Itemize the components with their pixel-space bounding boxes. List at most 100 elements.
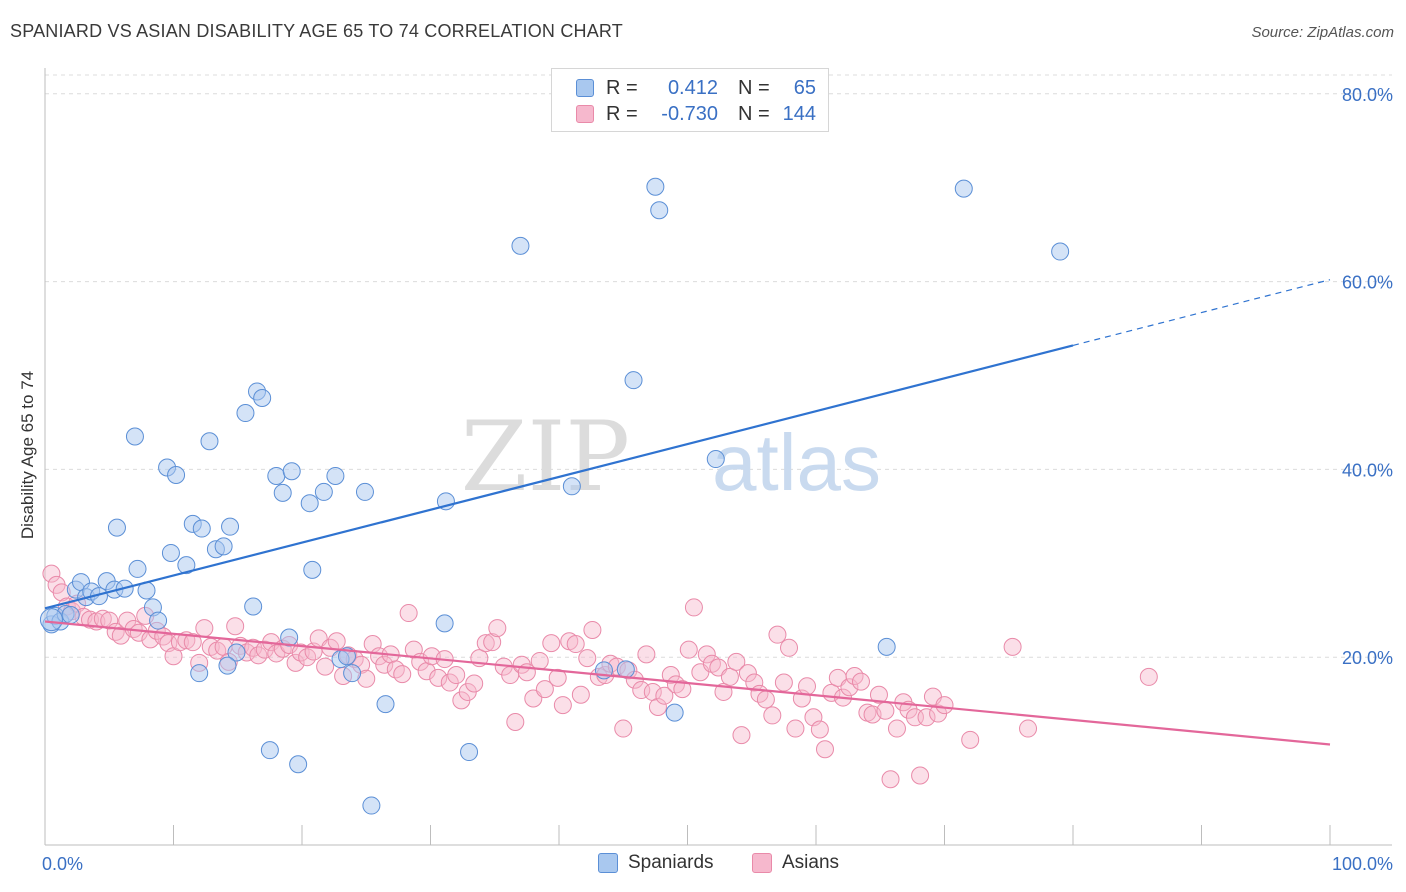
data-point-asians bbox=[465, 674, 484, 693]
grid-lines bbox=[45, 74, 1392, 658]
data-point-asians bbox=[614, 719, 633, 738]
data-point-asians bbox=[255, 640, 274, 659]
data-point-asians bbox=[911, 766, 930, 785]
data-point-asians bbox=[386, 660, 405, 679]
data-point-asians bbox=[727, 652, 746, 671]
data-point-asians bbox=[869, 685, 888, 704]
data-point-asians bbox=[399, 604, 418, 623]
data-point-spaniards bbox=[646, 177, 665, 196]
data-point-spaniards bbox=[326, 466, 345, 485]
data-point-spaniards bbox=[706, 450, 725, 469]
legend-row-asians: R = -0.730 N = 144 bbox=[576, 103, 816, 125]
data-point-spaniards bbox=[167, 466, 186, 485]
data-point-asians bbox=[226, 617, 245, 636]
data-point-asians bbox=[673, 680, 692, 699]
data-point-asians bbox=[42, 564, 61, 583]
axes bbox=[44, 68, 1392, 846]
data-point-spaniards bbox=[314, 482, 333, 501]
legend-r-label: R = bbox=[606, 102, 638, 125]
data-point-spaniards bbox=[362, 796, 381, 815]
data-point-asians bbox=[327, 632, 346, 651]
data-point-spaniards bbox=[616, 660, 635, 679]
data-point-asians bbox=[535, 680, 554, 699]
data-point-spaniards bbox=[273, 483, 292, 502]
data-point-asians bbox=[578, 649, 597, 668]
data-point-asians bbox=[1003, 637, 1022, 656]
data-point-asians bbox=[768, 625, 787, 644]
data-point-spaniards bbox=[267, 466, 286, 485]
data-point-spaniards bbox=[200, 432, 219, 451]
data-point-asians bbox=[183, 633, 202, 652]
data-point-asians bbox=[548, 668, 567, 687]
stats-legend: R = 0.412 N = 65 R = -0.730 N = 144 bbox=[551, 68, 829, 132]
data-point-asians bbox=[917, 708, 936, 727]
data-point-spaniards bbox=[190, 664, 209, 683]
data-point-asians bbox=[697, 645, 716, 664]
y-tick-label: 60.0% bbox=[1342, 273, 1393, 293]
data-point-asians bbox=[542, 634, 561, 653]
watermark-atlas: atlas bbox=[712, 418, 881, 507]
data-point-asians bbox=[129, 623, 148, 642]
data-point-asians bbox=[798, 677, 817, 696]
y-tick-label: 20.0% bbox=[1342, 648, 1393, 668]
source-label: Source: ZipAtlas.com bbox=[1251, 24, 1394, 41]
data-point-asians bbox=[571, 685, 590, 704]
data-point-spaniards bbox=[161, 543, 180, 562]
data-point-spaniards bbox=[877, 637, 896, 656]
legend-item-asians[interactable]: Asians bbox=[752, 852, 839, 874]
data-point-spaniards bbox=[61, 605, 80, 624]
legend-swatch-spaniards bbox=[576, 79, 594, 97]
data-point-asians bbox=[506, 712, 525, 731]
data-point-asians bbox=[786, 719, 805, 738]
data-point-spaniards bbox=[303, 560, 322, 579]
data-point-asians bbox=[756, 690, 775, 709]
trend-line-asians bbox=[44, 620, 1331, 746]
data-point-asians bbox=[429, 668, 448, 687]
data-point-asians bbox=[632, 681, 651, 700]
y-tick-label: 80.0% bbox=[1342, 85, 1393, 105]
data-point-asians bbox=[100, 611, 119, 630]
data-point-asians bbox=[637, 645, 656, 664]
data-point-spaniards bbox=[1051, 242, 1070, 261]
data-point-asians bbox=[447, 666, 466, 685]
data-point-spaniards bbox=[227, 643, 246, 662]
y-tick-label: 40.0% bbox=[1342, 460, 1393, 480]
data-point-spaniards bbox=[282, 462, 301, 481]
data-point-asians bbox=[530, 651, 549, 670]
data-point-asians bbox=[738, 664, 757, 683]
data-point-spaniards bbox=[624, 371, 643, 390]
data-point-spaniards bbox=[253, 389, 272, 408]
data-point-asians bbox=[488, 619, 507, 638]
data-point-asians bbox=[661, 666, 680, 685]
data-point-spaniards bbox=[343, 664, 362, 683]
data-point-asians bbox=[648, 697, 667, 716]
data-point-spaniards bbox=[192, 519, 211, 538]
data-point-spaniards bbox=[289, 755, 308, 774]
data-point-spaniards bbox=[665, 703, 684, 722]
data-point-asians bbox=[375, 655, 394, 674]
data-point-spaniards bbox=[107, 518, 126, 537]
data-point-asians bbox=[666, 675, 685, 694]
data-point-asians bbox=[583, 620, 602, 639]
data-point-spaniards bbox=[214, 537, 233, 556]
data-point-asians bbox=[876, 701, 895, 720]
data-point-asians bbox=[935, 696, 954, 715]
data-point-spaniards bbox=[39, 608, 63, 632]
series-legend: Spaniards Asians bbox=[0, 852, 1406, 876]
trend-lines bbox=[44, 279, 1331, 746]
data-point-spaniards bbox=[562, 477, 581, 496]
data-point-asians bbox=[732, 726, 751, 745]
legend-item-spaniards[interactable]: Spaniards bbox=[598, 852, 714, 874]
data-point-asians bbox=[566, 635, 585, 654]
data-point-spaniards bbox=[260, 741, 279, 760]
legend-r-value: -0.730 bbox=[661, 102, 718, 125]
tick-labels: 20.0% 40.0% 60.0% 80.0% 0.0% 100.0% bbox=[42, 85, 1393, 874]
data-point-asians bbox=[80, 610, 99, 629]
watermark: ZIP atlas bbox=[461, 401, 881, 513]
data-point-spaniards bbox=[511, 236, 530, 255]
data-point-asians bbox=[815, 740, 834, 759]
legend-swatch-asians bbox=[576, 105, 594, 123]
data-point-asians bbox=[840, 678, 859, 697]
data-point-asians bbox=[195, 619, 214, 638]
